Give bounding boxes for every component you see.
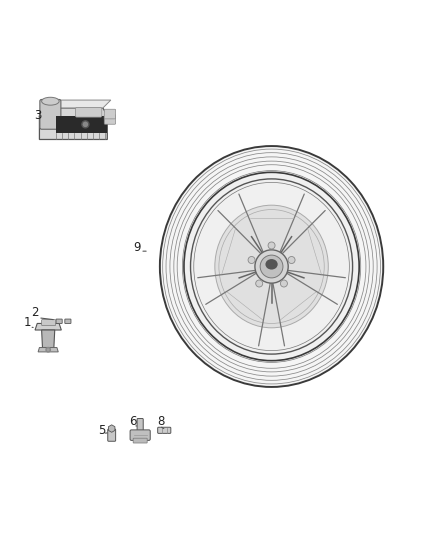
- FancyBboxPatch shape: [56, 319, 62, 324]
- Text: 8: 8: [158, 416, 165, 429]
- Circle shape: [82, 121, 89, 128]
- Circle shape: [46, 348, 50, 352]
- Ellipse shape: [160, 146, 383, 387]
- Ellipse shape: [268, 242, 275, 249]
- Ellipse shape: [255, 250, 288, 283]
- FancyBboxPatch shape: [104, 115, 116, 124]
- FancyBboxPatch shape: [104, 109, 116, 119]
- Ellipse shape: [184, 172, 359, 361]
- Text: 3: 3: [34, 109, 41, 122]
- FancyBboxPatch shape: [40, 100, 61, 129]
- Polygon shape: [38, 348, 58, 352]
- FancyBboxPatch shape: [137, 418, 143, 432]
- FancyBboxPatch shape: [158, 427, 171, 433]
- Text: 6: 6: [129, 416, 137, 429]
- FancyBboxPatch shape: [130, 430, 150, 440]
- Ellipse shape: [42, 98, 59, 105]
- Ellipse shape: [280, 280, 287, 287]
- Text: 9: 9: [134, 241, 141, 254]
- Text: 5: 5: [99, 424, 106, 437]
- FancyBboxPatch shape: [133, 438, 147, 443]
- Ellipse shape: [215, 205, 328, 328]
- Bar: [56, 116, 107, 133]
- Ellipse shape: [248, 256, 255, 263]
- Ellipse shape: [265, 259, 278, 270]
- FancyBboxPatch shape: [75, 108, 102, 117]
- Polygon shape: [39, 108, 107, 140]
- FancyBboxPatch shape: [108, 429, 116, 441]
- Polygon shape: [42, 330, 55, 348]
- Text: 2: 2: [32, 306, 39, 319]
- Polygon shape: [109, 425, 115, 432]
- Text: 1: 1: [24, 316, 32, 329]
- FancyBboxPatch shape: [42, 319, 56, 326]
- FancyBboxPatch shape: [65, 319, 71, 324]
- Ellipse shape: [288, 256, 295, 263]
- Polygon shape: [35, 324, 61, 330]
- Polygon shape: [44, 100, 111, 108]
- Ellipse shape: [191, 179, 353, 354]
- Ellipse shape: [256, 280, 263, 287]
- Ellipse shape: [260, 255, 283, 278]
